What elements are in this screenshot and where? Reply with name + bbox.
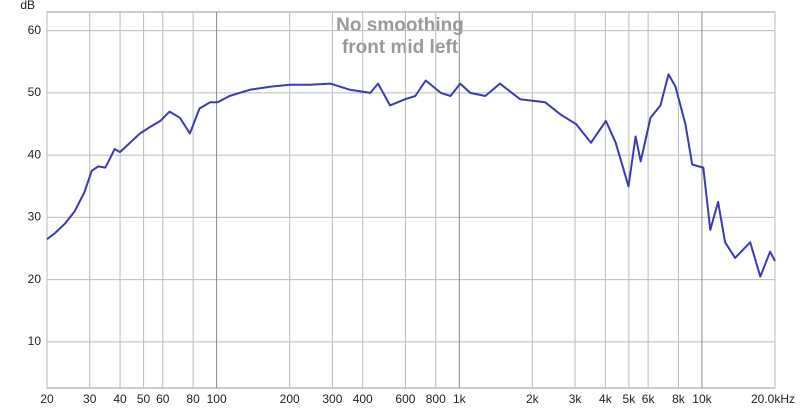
x-tick-label: 20 [40,392,54,406]
x-tick-label: 4k [599,392,613,406]
x-tick-label: 80 [186,392,200,406]
x-tick-label: 3k [569,392,583,406]
y-tick-label: 10 [28,334,42,348]
x-tick-label: 300 [322,392,342,406]
x-tick-label: 600 [395,392,415,406]
y-tick-label: 60 [28,23,42,37]
x-tick-label: 5k [623,392,637,406]
x-tick-label: 800 [426,392,446,406]
x-tick-label: 100 [207,392,227,406]
y-axis-label: dB [20,0,35,12]
x-tick-label: 2k [526,392,540,406]
chart-title: No smoothing [336,15,464,36]
x-tick-label: 20.0kHz [751,392,795,406]
x-tick-label: 6k [642,392,656,406]
y-tick-label: 20 [28,272,42,286]
data-line [46,73,776,278]
x-tick-label: 1k [453,392,467,406]
x-tick-label: 8k [672,392,686,406]
x-tick-label: 60 [156,392,170,406]
y-tick-label: 50 [28,85,42,99]
x-tick-label: 200 [280,392,300,406]
plot-area [46,11,776,389]
y-tick-label: 30 [28,210,42,224]
x-tick-label: 400 [353,392,373,406]
x-tick-label: 10k [692,392,712,406]
chart-subtitle: front mid left [342,37,459,58]
x-tick-label: 50 [137,392,151,406]
x-tick-label: 40 [113,392,127,406]
y-tick-label: 40 [28,147,42,161]
x-tick-label: 30 [83,392,97,406]
